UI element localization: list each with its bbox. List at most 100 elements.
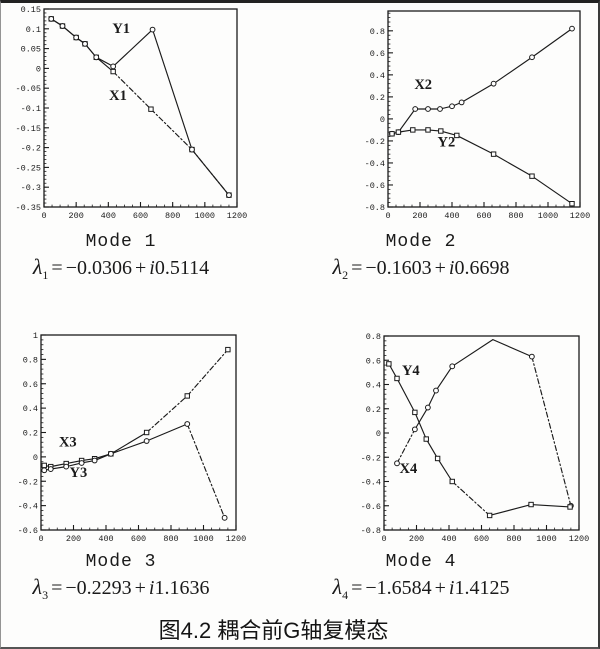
marker-square: [528, 501, 534, 508]
marker-circle: [424, 404, 431, 411]
series-Y1-segment: [112, 29, 154, 67]
y-tick-label: -0.6: [361, 502, 381, 512]
y-tick-label: 0.8: [366, 332, 381, 342]
x-tick-label: 800: [508, 211, 523, 221]
y-tick-label: -0.1: [21, 104, 41, 114]
mode1-chart: 0.15 0.1 0.05 0 -0.05 -0.1 -0.15 -0.2 -0.25 -0.3 -…: [15, 5, 247, 221]
y-tick-label: -0.05: [15, 84, 41, 94]
equals-sign: =: [51, 577, 63, 599]
marker-circle: [189, 146, 195, 153]
x-tick-label: 400: [98, 534, 113, 544]
mode3-title: Mode 3: [85, 552, 157, 572]
y-tick-label: -0.8: [361, 526, 381, 536]
series-X4-segment: [531, 356, 572, 507]
x-tick-label: 400: [444, 211, 459, 221]
marker-circle: [149, 26, 156, 33]
equals-sign: =: [51, 257, 63, 279]
marker-circle: [63, 463, 70, 470]
y-tick-label: 0: [380, 115, 385, 125]
series-X2-segment: [531, 28, 573, 58]
imaginary-unit: i: [149, 257, 155, 279]
marker-square: [434, 455, 441, 462]
marker-square: [425, 127, 431, 133]
x-tick-label: 0: [381, 534, 386, 544]
y-tick-label: 0.8: [370, 27, 385, 37]
marker-square: [569, 200, 575, 207]
real-part: −0.2293: [65, 577, 132, 599]
marker-circle: [221, 514, 228, 521]
y-tick-label: 0.4: [23, 404, 38, 414]
marker-square: [454, 132, 460, 139]
x-tick-label: 1200: [226, 534, 246, 544]
x-tick-label: 0: [41, 211, 46, 221]
mode4-eigenvalue: λ4 = −1.6584 + i1.4125: [301, 574, 541, 602]
series-X1-segment: [95, 56, 114, 73]
imag-part: 1.1636: [154, 577, 210, 599]
marker-square: [410, 127, 416, 133]
marker-square: [389, 131, 395, 137]
series-X2-segment: [493, 56, 533, 85]
series-Y2-segment: [456, 134, 495, 155]
y-tick-label: -0.25: [15, 163, 41, 173]
y-tick-label: -0.2: [21, 144, 41, 154]
imag-part: 1.4125: [454, 577, 510, 599]
marker-circle: [425, 106, 431, 112]
marker-circle: [449, 363, 456, 370]
marker-square: [395, 129, 402, 135]
series-label-Y1: Y1: [112, 21, 130, 37]
imag-part: 0.6698: [454, 257, 510, 279]
x-tick-label: 200: [66, 534, 81, 544]
y-tick-label: 1: [33, 331, 38, 341]
y-tick-label: -0.2: [18, 477, 38, 487]
series-X3-segment: [186, 349, 229, 397]
mode3-chart: 10.80.60.40.20-0.2-0.4-0.60 200 400 600 800 1…: [18, 331, 247, 544]
y-tick-label: 0.6: [366, 356, 381, 366]
series-Y3-segment: [110, 440, 148, 455]
figure-caption: 图4.2 耦合前G轴复模态: [158, 618, 389, 643]
x-tick-label: 1200: [569, 534, 589, 544]
marker-circle: [458, 99, 465, 106]
y-tick-label: 0.2: [366, 405, 381, 415]
mode2-title: Mode 2: [385, 232, 457, 252]
y-tick-label: 0.4: [370, 71, 385, 81]
lambda-subscript: 4: [342, 588, 349, 602]
y-tick-label: -0.8: [365, 203, 385, 213]
marker-square: [423, 436, 429, 442]
mode3-eigenvalue: λ3 = −0.2293 + i1.1636: [1, 574, 241, 602]
series-Y4-segment: [451, 480, 491, 517]
y-tick-label: 0.15: [21, 5, 41, 15]
marker-square: [225, 346, 231, 353]
lambda-subscript: 3: [42, 588, 49, 602]
series-Y3-segment: [146, 423, 188, 442]
x-tick-label: 1000: [193, 534, 213, 544]
series-Y1-segment: [61, 25, 77, 39]
series-label-Y3: Y3: [70, 465, 88, 481]
mode1-eigenvalue: λ1 = −0.0306 + i0.5114: [1, 254, 241, 281]
marker-square: [449, 478, 455, 485]
plot-frame: [43, 8, 238, 208]
x-tick-label: 200: [69, 211, 84, 221]
y-tick-label: -0.6: [18, 526, 38, 536]
plus-sign: +: [434, 257, 446, 279]
lambda-symbol: λ: [32, 574, 43, 599]
marker-circle: [91, 457, 98, 464]
marker-circle: [226, 192, 232, 199]
series-label-Y2: Y2: [438, 134, 456, 150]
x-tick-label: 200: [409, 534, 424, 544]
plus-sign: +: [134, 577, 146, 599]
lambda-symbol: λ: [32, 254, 43, 279]
x-tick-label: 1000: [536, 534, 556, 544]
series-label-X4: X4: [400, 461, 418, 477]
x-tick-label: 600: [131, 534, 146, 544]
x-tick-label: 1000: [538, 211, 558, 221]
marker-square: [386, 361, 392, 367]
lambda-subscript: 2: [342, 268, 349, 282]
x-tick-label: 400: [101, 211, 116, 221]
y-tick-label: -0.4: [18, 502, 38, 512]
mode4-title: Mode 4: [385, 552, 457, 572]
y-tick-label: -0.15: [15, 124, 41, 134]
y-tick-label: 0.2: [23, 429, 38, 439]
series-X4-segment: [414, 406, 429, 430]
series-Y4-segment: [425, 438, 439, 460]
x-tick-label: 800: [165, 211, 180, 221]
